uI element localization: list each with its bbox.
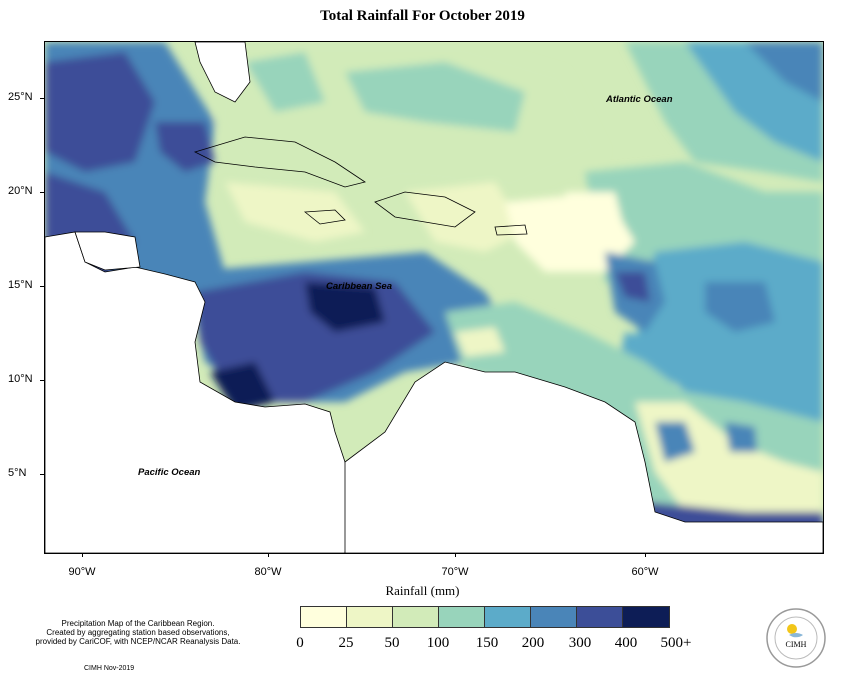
- lat-tick: [40, 380, 44, 381]
- caribbean-sea-label: Caribbean Sea: [326, 281, 392, 292]
- legend-tick: 200: [521, 635, 545, 651]
- lat-label-25n: 25°N: [8, 91, 33, 103]
- rainfall-legend: [300, 606, 670, 628]
- lat-tick: [40, 474, 44, 475]
- legend-swatch-25-50: [347, 607, 393, 627]
- lon-label-80w: 80°W: [254, 566, 282, 578]
- land-masses: [45, 42, 823, 553]
- lat-label-10n: 10°N: [8, 373, 33, 385]
- legend-swatch-200-300: [531, 607, 577, 627]
- lon-tick: [455, 553, 456, 557]
- legend-tick: 150: [475, 635, 499, 651]
- legend-swatch-300-400: [577, 607, 623, 627]
- lat-label-5n: 5°N: [8, 467, 27, 479]
- lon-tick: [268, 553, 269, 557]
- lon-label-90w: 90°W: [68, 566, 96, 578]
- legend-swatch-50-100: [393, 607, 439, 627]
- map-description: Precipitation Map of the Caribbean Regio…: [18, 619, 258, 646]
- lon-label-60w: 60°W: [631, 566, 659, 578]
- rainfall-map: [44, 41, 824, 554]
- legend-tick: 100: [426, 635, 450, 651]
- legend-tick: 50: [384, 635, 400, 651]
- note-line: provided by CariCOF, with NCEP/NCAR Rean…: [35, 637, 241, 646]
- logo-text: CIMH: [786, 640, 807, 649]
- legend-swatch-100-150: [439, 607, 485, 627]
- legend-ticks: 0 25 50 100 150 200 300 400 500+: [0, 635, 845, 655]
- lon-tick: [82, 553, 83, 557]
- credit-text: CIMH Nov-2019: [84, 665, 135, 672]
- lat-label-20n: 20°N: [8, 185, 33, 197]
- atlantic-ocean-label: Atlantic Ocean: [606, 94, 673, 105]
- lat-tick: [40, 192, 44, 193]
- legend-swatch-0-25: [301, 607, 347, 627]
- rainfall-map-canvas: [45, 42, 823, 553]
- lon-label-70w: 70°W: [441, 566, 469, 578]
- legend-tick: 300: [568, 635, 592, 651]
- legend-swatch-400-500: [623, 607, 669, 627]
- legend-tick: 400: [614, 635, 638, 651]
- legend-tick: 0: [296, 635, 304, 651]
- lat-tick: [40, 98, 44, 99]
- lat-label-15n: 15°N: [8, 279, 33, 291]
- legend-swatch-150-200: [485, 607, 531, 627]
- legend-axis-title: Rainfall (mm): [385, 583, 460, 598]
- rainfall-contours: [45, 42, 823, 553]
- legend-tick: 500+: [660, 635, 692, 651]
- pacific-ocean-label: Pacific Ocean: [138, 467, 201, 478]
- note-line: Precipitation Map of the Caribbean Regio…: [61, 619, 215, 628]
- cimh-logo: CIMH: [765, 607, 827, 669]
- lon-tick: [645, 553, 646, 557]
- legend-tick: 25: [338, 635, 354, 651]
- map-title: Total Rainfall For October 2019: [320, 8, 525, 24]
- lat-tick: [40, 286, 44, 287]
- note-line: Created by aggregating station based obs…: [46, 628, 230, 637]
